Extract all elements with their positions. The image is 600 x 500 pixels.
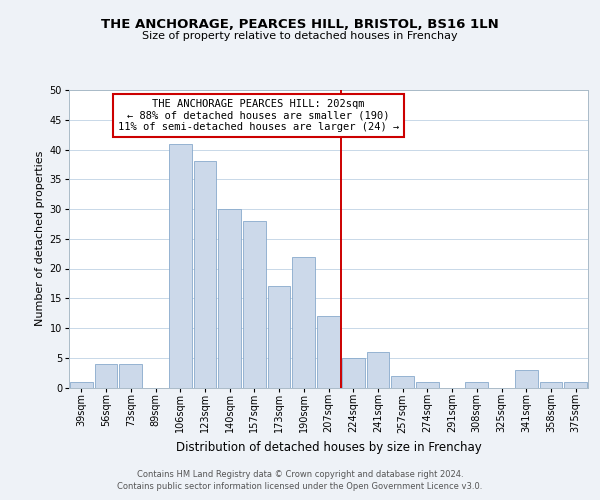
- Y-axis label: Number of detached properties: Number of detached properties: [35, 151, 46, 326]
- Text: Contains HM Land Registry data © Crown copyright and database right 2024.: Contains HM Land Registry data © Crown c…: [137, 470, 463, 479]
- Text: Size of property relative to detached houses in Frenchay: Size of property relative to detached ho…: [142, 31, 458, 41]
- X-axis label: Distribution of detached houses by size in Frenchay: Distribution of detached houses by size …: [176, 441, 481, 454]
- Text: THE ANCHORAGE PEARCES HILL: 202sqm
← 88% of detached houses are smaller (190)
11: THE ANCHORAGE PEARCES HILL: 202sqm ← 88%…: [118, 99, 399, 132]
- Bar: [466, 382, 488, 388]
- Bar: [416, 382, 439, 388]
- Bar: [367, 352, 389, 388]
- Text: THE ANCHORAGE, PEARCES HILL, BRISTOL, BS16 1LN: THE ANCHORAGE, PEARCES HILL, BRISTOL, BS…: [101, 18, 499, 30]
- Bar: [342, 358, 365, 388]
- Bar: [194, 162, 216, 388]
- Bar: [169, 144, 191, 388]
- Bar: [119, 364, 142, 388]
- Text: Contains public sector information licensed under the Open Government Licence v3: Contains public sector information licen…: [118, 482, 482, 491]
- Bar: [292, 256, 315, 388]
- Bar: [95, 364, 118, 388]
- Bar: [515, 370, 538, 388]
- Bar: [391, 376, 414, 388]
- Bar: [268, 286, 290, 388]
- Bar: [564, 382, 587, 388]
- Bar: [317, 316, 340, 388]
- Bar: [539, 382, 562, 388]
- Bar: [243, 221, 266, 388]
- Bar: [218, 209, 241, 388]
- Bar: [70, 382, 93, 388]
